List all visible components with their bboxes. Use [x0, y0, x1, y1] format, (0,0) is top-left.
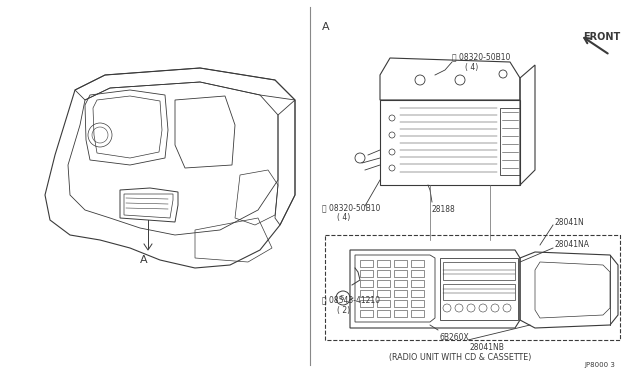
- Text: Ⓢ 08320-50B10: Ⓢ 08320-50B10: [452, 52, 510, 61]
- Bar: [360, 310, 373, 317]
- Text: Ⓢ 08320-50B10: Ⓢ 08320-50B10: [322, 203, 380, 212]
- Bar: [411, 280, 424, 287]
- Text: JP8000 3: JP8000 3: [584, 362, 615, 368]
- Bar: [394, 300, 407, 307]
- Text: A: A: [322, 22, 330, 32]
- Bar: [360, 260, 373, 267]
- Bar: [377, 300, 390, 307]
- Text: Ⓢ 08543-41210: Ⓢ 08543-41210: [322, 295, 380, 304]
- Text: FRONT: FRONT: [583, 32, 620, 42]
- Bar: [411, 260, 424, 267]
- Text: ( 4): ( 4): [337, 213, 350, 222]
- Bar: [377, 260, 390, 267]
- Bar: [377, 290, 390, 297]
- Text: (RADIO UNIT WITH CD & CASSETTE): (RADIO UNIT WITH CD & CASSETTE): [389, 353, 531, 362]
- Bar: [411, 290, 424, 297]
- Bar: [394, 290, 407, 297]
- Bar: [394, 280, 407, 287]
- Bar: [411, 310, 424, 317]
- Bar: [377, 280, 390, 287]
- Bar: [377, 270, 390, 277]
- Bar: [443, 284, 515, 300]
- Bar: [443, 262, 515, 280]
- Bar: [360, 270, 373, 277]
- Bar: [360, 300, 373, 307]
- Text: 28041NA: 28041NA: [555, 240, 590, 249]
- Text: 28041N: 28041N: [555, 218, 585, 227]
- Bar: [360, 280, 373, 287]
- Bar: [394, 310, 407, 317]
- Text: 28041NB: 28041NB: [470, 343, 505, 352]
- Bar: [411, 300, 424, 307]
- Text: 6B260X: 6B260X: [440, 333, 470, 342]
- Text: S: S: [340, 295, 344, 301]
- Text: ( 4): ( 4): [465, 63, 478, 72]
- Bar: [394, 270, 407, 277]
- Text: ( 2): ( 2): [337, 306, 350, 315]
- Bar: [325, 235, 620, 340]
- Bar: [411, 270, 424, 277]
- Text: A: A: [140, 255, 148, 265]
- Bar: [360, 290, 373, 297]
- Bar: [394, 260, 407, 267]
- Bar: [377, 310, 390, 317]
- Text: 28188: 28188: [432, 205, 456, 214]
